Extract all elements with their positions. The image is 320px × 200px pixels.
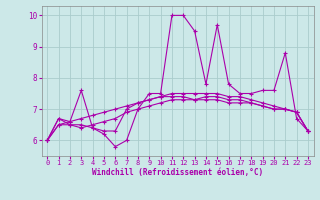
X-axis label: Windchill (Refroidissement éolien,°C): Windchill (Refroidissement éolien,°C) [92,168,263,177]
